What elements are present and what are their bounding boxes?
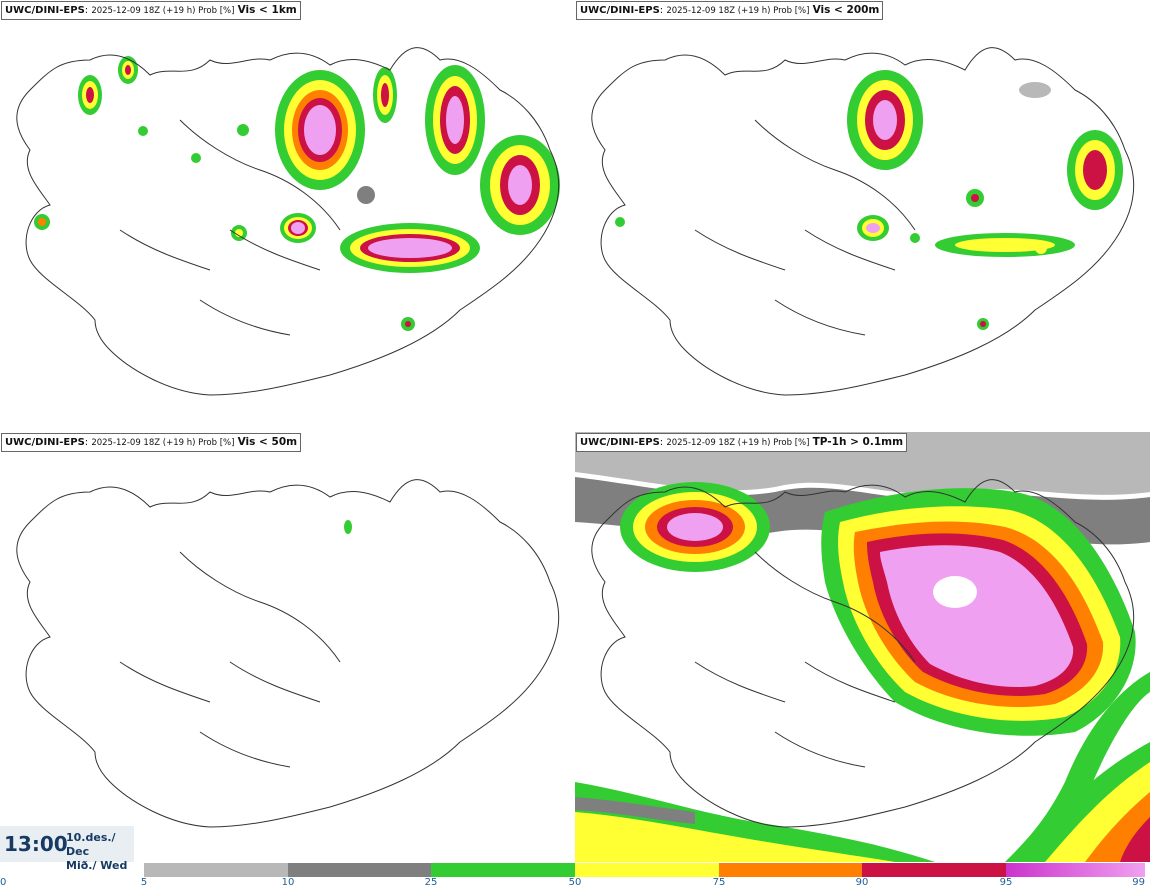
colorbar-segment	[0, 863, 144, 877]
colorbar-segment	[1006, 863, 1145, 877]
valid-time-box: 13:00 10.des./ Dec Mið./ Wed	[0, 826, 134, 872]
panel-title: UWC/DINI-EPS: 2025-12-09 18Z (+19 h) Pro…	[1, 433, 302, 452]
colorbar-tick-label: 99	[1132, 877, 1145, 888]
panel-title: UWC/DINI-EPS: 2025-12-09 18Z (+19 h) Pro…	[576, 1, 884, 20]
colorbar-tick-label: 90	[855, 877, 869, 888]
colorbar-segment	[719, 863, 862, 877]
probability-fields	[34, 56, 560, 331]
coastline	[16, 47, 560, 396]
colorbar-tick-label: 10	[281, 877, 295, 888]
map-panel-vis-200m: UWC/DINI-EPS: 2025-12-09 18Z (+19 h) Pro…	[575, 0, 1150, 430]
probability-fields	[344, 520, 352, 534]
iceland-map	[16, 479, 560, 828]
colorbar-segment	[862, 863, 1006, 877]
map-panel-vis-1km: UWC/DINI-EPS: 2025-12-09 18Z (+19 h) Pro…	[0, 0, 575, 430]
panel-title: UWC/DINI-EPS: 2025-12-09 18Z (+19 h) Pro…	[576, 433, 908, 452]
colorbar-segment	[288, 863, 431, 877]
coastline	[16, 479, 560, 828]
colorbar-segment	[575, 863, 719, 877]
colorbar-tick-label: 25	[424, 877, 438, 888]
probability-colorbar: 0 5 10 25 50 75 90 95 99	[0, 863, 1150, 891]
probability-fields	[575, 432, 1150, 862]
map-panel-precip: UWC/DINI-EPS: 2025-12-09 18Z (+19 h) Pro…	[575, 432, 1150, 862]
map-panel-vis-50m: UWC/DINI-EPS: 2025-12-09 18Z (+19 h) Pro…	[0, 432, 575, 862]
colorbar-tick-label: 50	[568, 877, 582, 888]
panel-title: UWC/DINI-EPS: 2025-12-09 18Z (+19 h) Pro…	[1, 1, 301, 20]
iceland-map	[591, 47, 1135, 396]
probability-fields	[615, 70, 1123, 330]
coastline	[591, 47, 1135, 396]
colorbar-segment	[431, 863, 575, 877]
iceland-map	[16, 47, 560, 396]
colorbar-tick-label: 5	[140, 877, 148, 888]
valid-time: 13:00	[4, 832, 68, 856]
coastline	[591, 479, 1135, 828]
colorbar-tick-label: 95	[999, 877, 1013, 888]
valid-date: 10.des./ Dec Mið./ Wed	[66, 831, 128, 872]
colorbar-tick-label: 0	[0, 877, 7, 888]
colorbar-tick-label: 75	[712, 877, 726, 888]
iceland-map	[575, 432, 1150, 862]
colorbar-segment	[144, 863, 288, 877]
